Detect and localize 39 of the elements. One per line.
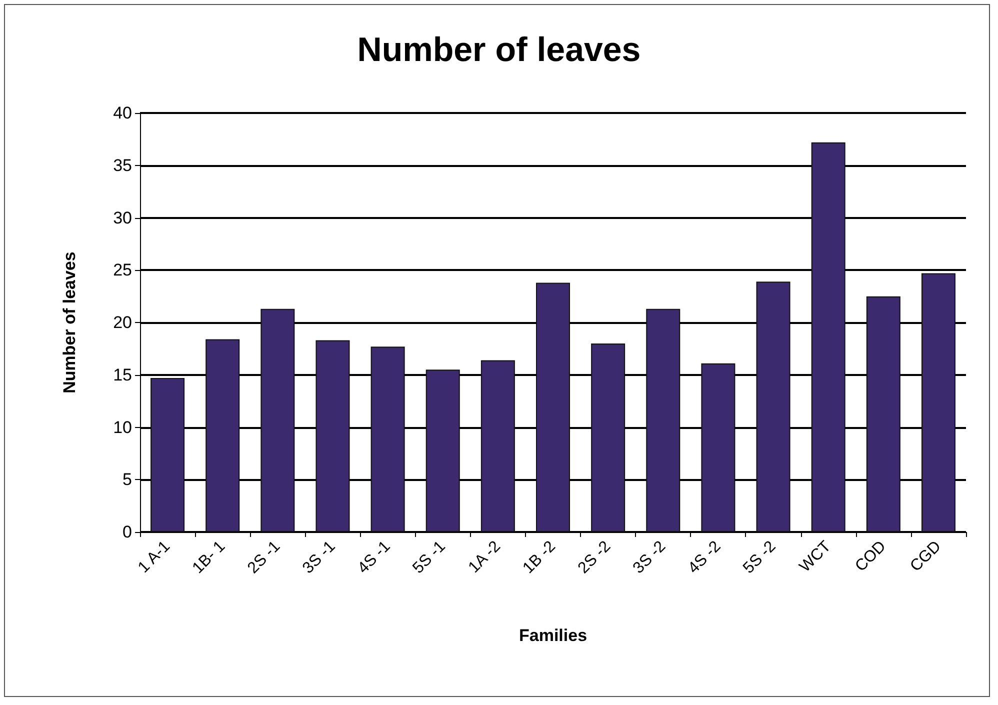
- y-tick-label: 0: [122, 522, 132, 542]
- bar: [591, 343, 626, 532]
- bar: [260, 308, 295, 532]
- x-tick-label: 2S -1: [244, 538, 284, 578]
- y-tick-label: 30: [113, 208, 132, 228]
- bar: [316, 340, 350, 532]
- y-tick-label: 25: [113, 260, 132, 280]
- bar: [701, 363, 736, 532]
- x-tick-label: 4S -2: [685, 538, 724, 578]
- bar: [480, 360, 515, 532]
- y-tick-label: 15: [113, 365, 132, 384]
- y-tick-label: 5: [122, 470, 132, 490]
- bar: [370, 346, 405, 532]
- y-axis-title: Number of leaves: [60, 252, 79, 394]
- y-tick-label: 40: [113, 104, 132, 122]
- y-tick-label: 20: [113, 313, 132, 332]
- y-tick-label: 35: [113, 156, 132, 175]
- chart-title: Number of leaves: [357, 31, 641, 69]
- x-tick-label: 1 A-1: [135, 538, 174, 576]
- bar: [921, 273, 956, 532]
- bar: [426, 370, 460, 532]
- x-tick-label: 1B- 1: [190, 538, 229, 578]
- bar: [206, 339, 240, 532]
- x-tick-label: 5S -2: [740, 538, 780, 578]
- bar: [150, 378, 185, 532]
- x-tick-label: 4S -1: [354, 538, 394, 578]
- x-tick-label: 1B -2: [520, 538, 560, 578]
- x-tick-label: 2S -2: [575, 538, 614, 578]
- bar: [646, 308, 680, 532]
- bar: [811, 142, 846, 532]
- x-tick-label: 3S -2: [630, 538, 670, 578]
- y-tick-label: 10: [113, 418, 132, 437]
- x-axis-title: Families: [518, 626, 588, 645]
- bar: [756, 282, 790, 532]
- bar: [536, 282, 570, 532]
- x-tick-label: 5S -1: [410, 538, 449, 578]
- bar: [866, 296, 900, 532]
- x-tick-label: 1A -2: [466, 538, 504, 576]
- x-tick-label: 3S -1: [300, 538, 339, 578]
